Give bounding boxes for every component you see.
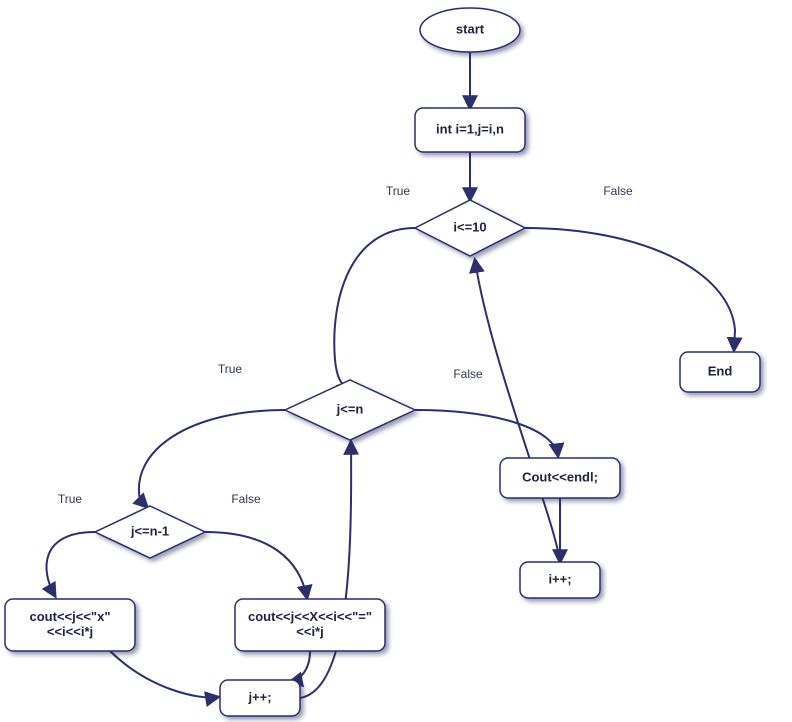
- node-label: i++;: [548, 571, 571, 586]
- node-label: cout<<j<<X<<i<<"=": [248, 609, 372, 624]
- edges-layer: True False True False True False: [46, 52, 735, 698]
- edge-label: True: [58, 492, 83, 506]
- node-d3: j<=n-1: [95, 506, 205, 558]
- node-init: int i=1,j=i,n: [415, 108, 525, 152]
- edge-label: False: [231, 492, 261, 506]
- node-d2: j<=n: [285, 380, 415, 440]
- nodes-layer: start int i=1,j=i,n i<=10 End j<=n Cout<<endl…: [5, 8, 760, 716]
- edge: [300, 442, 351, 698]
- node-label: i<=10: [453, 219, 486, 234]
- edge: [46, 532, 95, 596]
- node-label: start: [456, 21, 485, 36]
- node-ipp: i++;: [520, 562, 600, 598]
- edge: [334, 228, 415, 385]
- node-label: j<=n: [336, 401, 364, 416]
- node-cout1: cout<<j<<"x"<<i<<i*j: [5, 599, 135, 651]
- node-d1: i<=10: [415, 200, 525, 256]
- edge: [415, 410, 558, 456]
- node-label: cout<<j<<"x": [30, 609, 111, 624]
- node-coutendl: Cout<<endl;: [500, 458, 620, 498]
- edge: [290, 651, 310, 682]
- edge: [110, 651, 218, 697]
- edge: [475, 260, 560, 562]
- node-label: int i=1,j=i,n: [436, 121, 504, 136]
- flowchart-canvas: True False True False True False start int i=1,…: [0, 0, 792, 722]
- edge-label: True: [218, 362, 243, 376]
- node-end: End: [680, 352, 760, 392]
- node-label: <<i<<i*j: [47, 624, 93, 639]
- edge: [205, 532, 307, 598]
- edge-label: False: [453, 367, 483, 381]
- edge-label: True: [386, 184, 411, 198]
- node-jpp: j++;: [220, 680, 300, 716]
- node-label: j++;: [247, 689, 271, 704]
- node-cout2: cout<<j<<X<<i<<"="<<i*j: [235, 599, 385, 651]
- edge-label: False: [603, 184, 633, 198]
- edge: [139, 410, 285, 507]
- node-label: j<=n-1: [130, 523, 169, 538]
- node-label: <<i*j: [296, 624, 323, 639]
- node-label: End: [708, 363, 733, 378]
- node-start: start: [420, 8, 520, 52]
- edge: [525, 228, 735, 350]
- node-label: Cout<<endl;: [522, 469, 598, 484]
